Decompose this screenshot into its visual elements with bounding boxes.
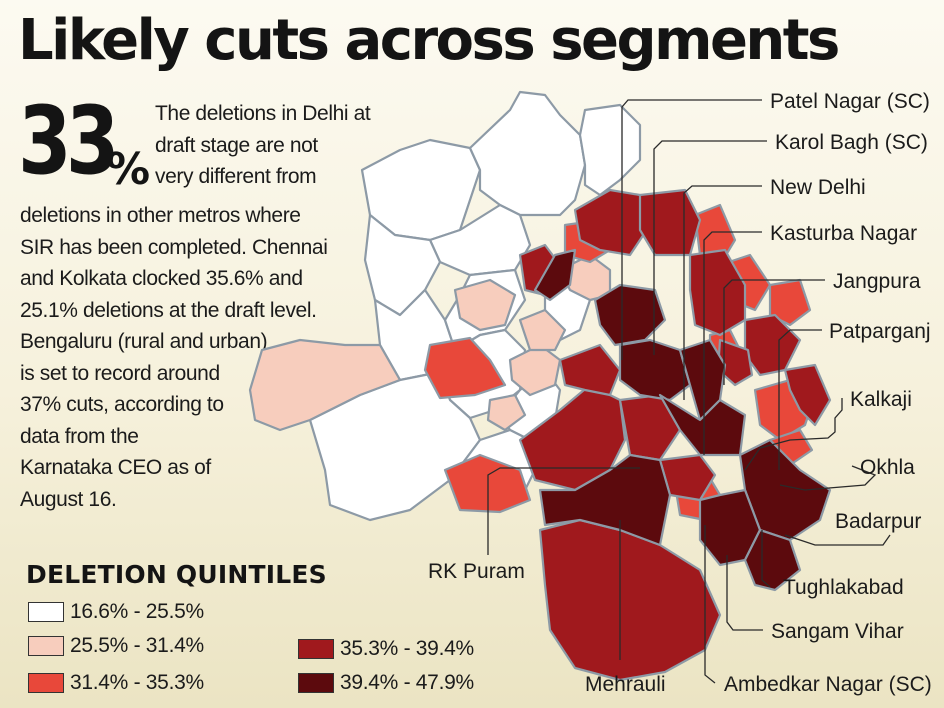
stat-value: 33 <box>18 87 120 196</box>
leader-line <box>726 555 763 631</box>
leader-line <box>653 140 767 355</box>
body-line: SIR has been completed. Chennai <box>20 235 328 259</box>
leader-line <box>761 530 771 588</box>
label-ambedkar-nagar: Ambedkar Nagar (SC) <box>724 673 932 696</box>
label-karol-bagh: Karol Bagh (SC) <box>775 131 928 154</box>
map-region <box>638 188 702 257</box>
map-region <box>578 103 642 197</box>
body-line: The deletions in Delhi at <box>155 102 371 125</box>
label-new-delhi: New Delhi <box>770 176 866 199</box>
leader-line <box>703 231 762 455</box>
leader-line <box>778 329 822 470</box>
map-region <box>768 278 812 327</box>
map-region <box>658 393 747 457</box>
leader-line <box>723 279 825 385</box>
map-region <box>518 308 567 352</box>
body-line: Karnataka CEO as of <box>20 456 211 479</box>
leader-line <box>621 99 762 360</box>
map-region <box>573 188 652 257</box>
label-patparganj: Patparganj <box>829 320 931 343</box>
leader-line <box>487 467 640 555</box>
body-text-left: deletions in other metros where SIR has … <box>20 200 328 515</box>
body-line: very different from <box>155 165 317 188</box>
map-region <box>558 343 622 397</box>
legend-swatch <box>28 636 64 656</box>
legend-swatch <box>298 673 334 693</box>
legend-label: 35.3% - 39.4% <box>340 637 474 660</box>
body-line: and Kolkata clocked 35.6% and <box>20 267 303 290</box>
label-okhla: Okhla <box>860 456 915 479</box>
legend-label: 25.5% - 31.4% <box>70 634 204 657</box>
legend-item: 25.5% - 31.4% <box>28 634 204 658</box>
body-line: 37% cuts, according to <box>20 393 224 416</box>
body-line: draft stage are not <box>155 133 318 157</box>
body-line: is set to record around <box>20 361 220 385</box>
map-region <box>453 278 517 332</box>
body-line: 25.1% deletions at the draft level. <box>20 298 317 322</box>
map-region <box>428 203 532 277</box>
map-region <box>486 393 527 432</box>
map-region <box>533 248 577 302</box>
label-patel-nagar: Patel Nagar (SC) <box>770 90 930 113</box>
leader-line <box>744 398 843 471</box>
label-jangpura: Jangpura <box>833 270 921 293</box>
map-region <box>538 453 672 547</box>
map-region <box>618 338 692 402</box>
legend-swatch <box>28 602 64 622</box>
map-region <box>423 336 507 400</box>
body-line: August 16. <box>20 487 117 511</box>
legend-item: 35.3% - 39.4% <box>298 637 474 661</box>
body-line: Bengaluru (rural and urban) <box>20 330 268 353</box>
label-tughlakabad: Tughlakabad <box>783 576 904 599</box>
infographic-title: Likely cuts across segments <box>18 8 840 73</box>
label-badarpur: Badarpur <box>835 510 921 533</box>
body-line: data from the <box>20 424 139 448</box>
legend-title: DELETION QUINTILES <box>26 560 327 589</box>
leader-line <box>683 185 762 400</box>
label-sangam-vihar: Sangam Vihar <box>771 620 904 643</box>
body-line: deletions in other metros where <box>20 204 301 227</box>
legend-label: 31.4% - 35.3% <box>70 671 204 694</box>
legend-item: 39.4% - 47.9% <box>298 671 474 695</box>
leader-line <box>784 534 891 546</box>
legend-swatch <box>28 673 64 693</box>
leader-line <box>704 525 716 684</box>
label-kasturba-nagar: Kasturba Nagar <box>770 222 917 245</box>
map-region <box>783 363 832 427</box>
stat-percent-sign: % <box>106 144 151 195</box>
legend-item: 31.4% - 35.3% <box>28 671 204 695</box>
label-mehrauli: Mehrauli <box>585 673 666 696</box>
legend-item: 16.6% - 25.5% <box>28 600 204 624</box>
map-region <box>518 383 627 492</box>
map-region <box>468 90 587 217</box>
label-rk-puram: RK Puram <box>428 560 525 583</box>
leader-line <box>779 465 877 491</box>
legend-label: 16.6% - 25.5% <box>70 600 204 623</box>
legend-label: 39.4% - 47.9% <box>340 671 474 694</box>
legend-swatch <box>298 639 334 659</box>
body-text-right: The deletions in Delhi at draft stage ar… <box>155 98 371 193</box>
map-region <box>538 518 722 682</box>
map-region <box>248 338 402 432</box>
map-region <box>593 283 667 347</box>
map-region <box>743 528 802 592</box>
label-kalkaji: Kalkaji <box>850 388 912 411</box>
